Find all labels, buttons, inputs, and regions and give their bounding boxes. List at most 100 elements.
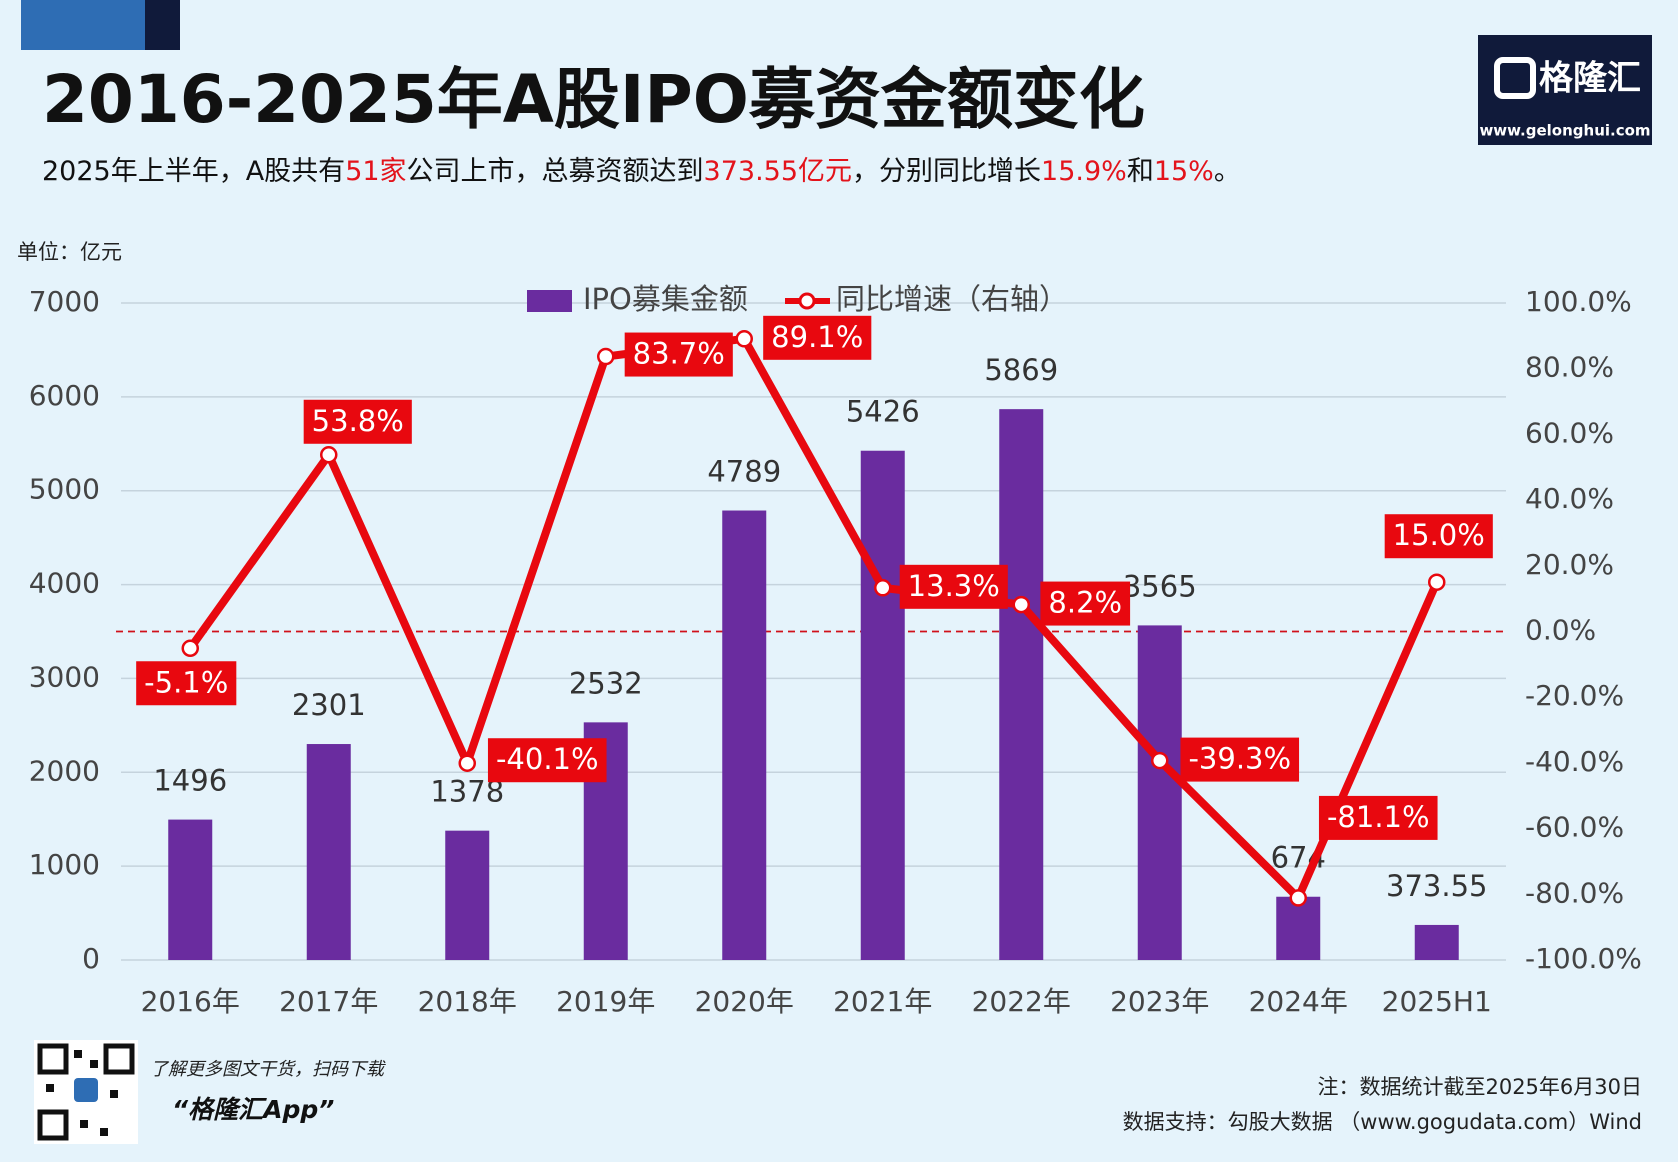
logo-box	[1478, 35, 1652, 145]
y-tick-label: 1000	[29, 848, 100, 881]
value-label-box	[136, 661, 237, 706]
subtitle-part: 51家	[345, 156, 406, 187]
line-point	[320, 446, 338, 464]
bar	[1276, 896, 1321, 960]
value-label-box	[1180, 737, 1300, 782]
value-label-box	[763, 315, 872, 360]
value-label-box	[303, 399, 412, 444]
y-tick-label: 4000	[29, 567, 100, 600]
logo-url: www.gelonghui.com	[1479, 122, 1650, 140]
y2-tick-label: -60.0%	[1525, 811, 1624, 844]
line-point	[1428, 573, 1446, 591]
line-value-label: 15.0%	[1393, 518, 1485, 552]
y-tick-label: 5000	[29, 473, 100, 506]
title: 2016-2025年A股IPO募资金额变化	[42, 61, 1145, 138]
x-tick-label: 2018年	[418, 985, 517, 1018]
line-value-label: 13.3%	[908, 569, 1000, 603]
bar-value-label: 5426	[846, 395, 920, 429]
bar-value-label: 3565	[1123, 569, 1197, 603]
line-value-label: 89.1%	[771, 320, 863, 354]
source: 数据支持：勾股大数据 （www.gogudata.com）Wind	[1123, 1110, 1642, 1134]
bar-value-label: 4789	[707, 455, 781, 489]
bar	[168, 819, 213, 960]
x-tick-label: 2022年	[972, 985, 1071, 1018]
x-tick-label: 2023年	[1110, 985, 1209, 1018]
line-value-label: -5.1%	[144, 665, 228, 699]
subtitle-part: 15%	[1154, 156, 1214, 187]
line-point	[1151, 751, 1169, 770]
y-tick-label: 0	[82, 942, 100, 975]
deco-bar	[145, 0, 180, 50]
y2-tick-label: 20.0%	[1525, 548, 1614, 581]
note: 注：数据统计截至2025年6月30日	[1317, 1075, 1642, 1099]
y2-tick-label: 40.0%	[1525, 482, 1614, 515]
line-value-label: 83.7%	[633, 337, 725, 371]
subtitle-part: 15.9%	[1041, 156, 1127, 187]
legend-label: 同比增速（右轴）	[836, 282, 1068, 316]
line-point	[735, 330, 753, 348]
line-point	[1012, 595, 1030, 614]
subtitle-part: 公司上市，总募资额达到	[407, 156, 704, 187]
x-tick-label: 2024年	[1249, 985, 1348, 1018]
value-label-box	[1040, 581, 1131, 626]
y2-tick-label: 100.0%	[1525, 285, 1632, 318]
x-tick-label: 2019年	[556, 985, 655, 1018]
bar-value-label: 5869	[984, 353, 1058, 387]
legend-label: IPO募集金额	[583, 282, 748, 316]
line-point	[181, 639, 199, 658]
value-label-box	[624, 332, 733, 377]
value-label-box	[899, 564, 1008, 609]
bar	[306, 744, 351, 960]
line-point	[458, 754, 476, 772]
line-value-label: 8.2%	[1048, 586, 1122, 620]
legend-swatch	[527, 290, 572, 312]
x-tick-label: 2020年	[695, 985, 794, 1018]
bar-value-label: 1496	[153, 764, 227, 798]
x-tick-label: 2017年	[279, 985, 378, 1018]
legend-swatch	[798, 292, 816, 310]
y2-tick-label: -80.0%	[1525, 876, 1624, 909]
logo-icon	[1494, 57, 1536, 99]
bar	[1137, 625, 1182, 960]
line-point	[1289, 889, 1307, 907]
qr-code	[34, 1040, 138, 1144]
line-point	[597, 347, 615, 366]
y2-tick-label: -100.0%	[1525, 942, 1642, 975]
y2-tick-label: 60.0%	[1525, 416, 1614, 449]
bar	[445, 830, 490, 960]
subtitle-part: 373.55亿元	[704, 156, 852, 187]
subtitle-part: ，分别同比增长	[852, 156, 1041, 187]
x-tick-label: 2025H1	[1382, 985, 1492, 1018]
unit-label: 单位：亿元	[17, 240, 122, 264]
line	[186, 334, 1441, 902]
y2-tick-label: 80.0%	[1525, 351, 1614, 384]
bar-value-label: 2532	[569, 666, 643, 700]
line-value-label: -39.3%	[1188, 742, 1291, 776]
line-value-label: 53.8%	[312, 404, 404, 438]
subtitle: 2025年上半年，A股共有51家公司上市，总募资额达到373.55亿元，分别同比…	[42, 156, 1241, 187]
y2-tick-label: -40.0%	[1525, 745, 1624, 778]
bar	[722, 510, 767, 960]
value-label-box	[1384, 514, 1493, 559]
bar	[999, 409, 1044, 960]
value-label-box	[1318, 795, 1438, 840]
line-point	[874, 579, 892, 597]
logo-name: 格隆汇	[1539, 59, 1641, 99]
y-tick-label: 2000	[29, 754, 100, 787]
line-value-label: -81.1%	[1327, 800, 1430, 834]
bar	[1414, 924, 1459, 960]
y2-tick-label: -20.0%	[1525, 679, 1624, 712]
bar-value-label: 373.55	[1386, 869, 1487, 903]
y-tick-label: 6000	[29, 379, 100, 412]
x-tick-label: 2021年	[833, 985, 932, 1018]
subtitle-part: 2025年上半年，A股共有	[42, 156, 345, 187]
x-tick-label: 2016年	[141, 985, 240, 1018]
deco-bar	[21, 0, 145, 50]
bar-value-label: 2301	[292, 688, 366, 722]
qr-caption: 了解更多图文干货，扫码下载	[150, 1059, 386, 1080]
line-value-label: -40.1%	[496, 742, 599, 776]
subtitle-part: 。	[1214, 156, 1241, 187]
app-name: “格隆汇App”	[172, 1095, 334, 1124]
value-label-box	[487, 738, 607, 783]
